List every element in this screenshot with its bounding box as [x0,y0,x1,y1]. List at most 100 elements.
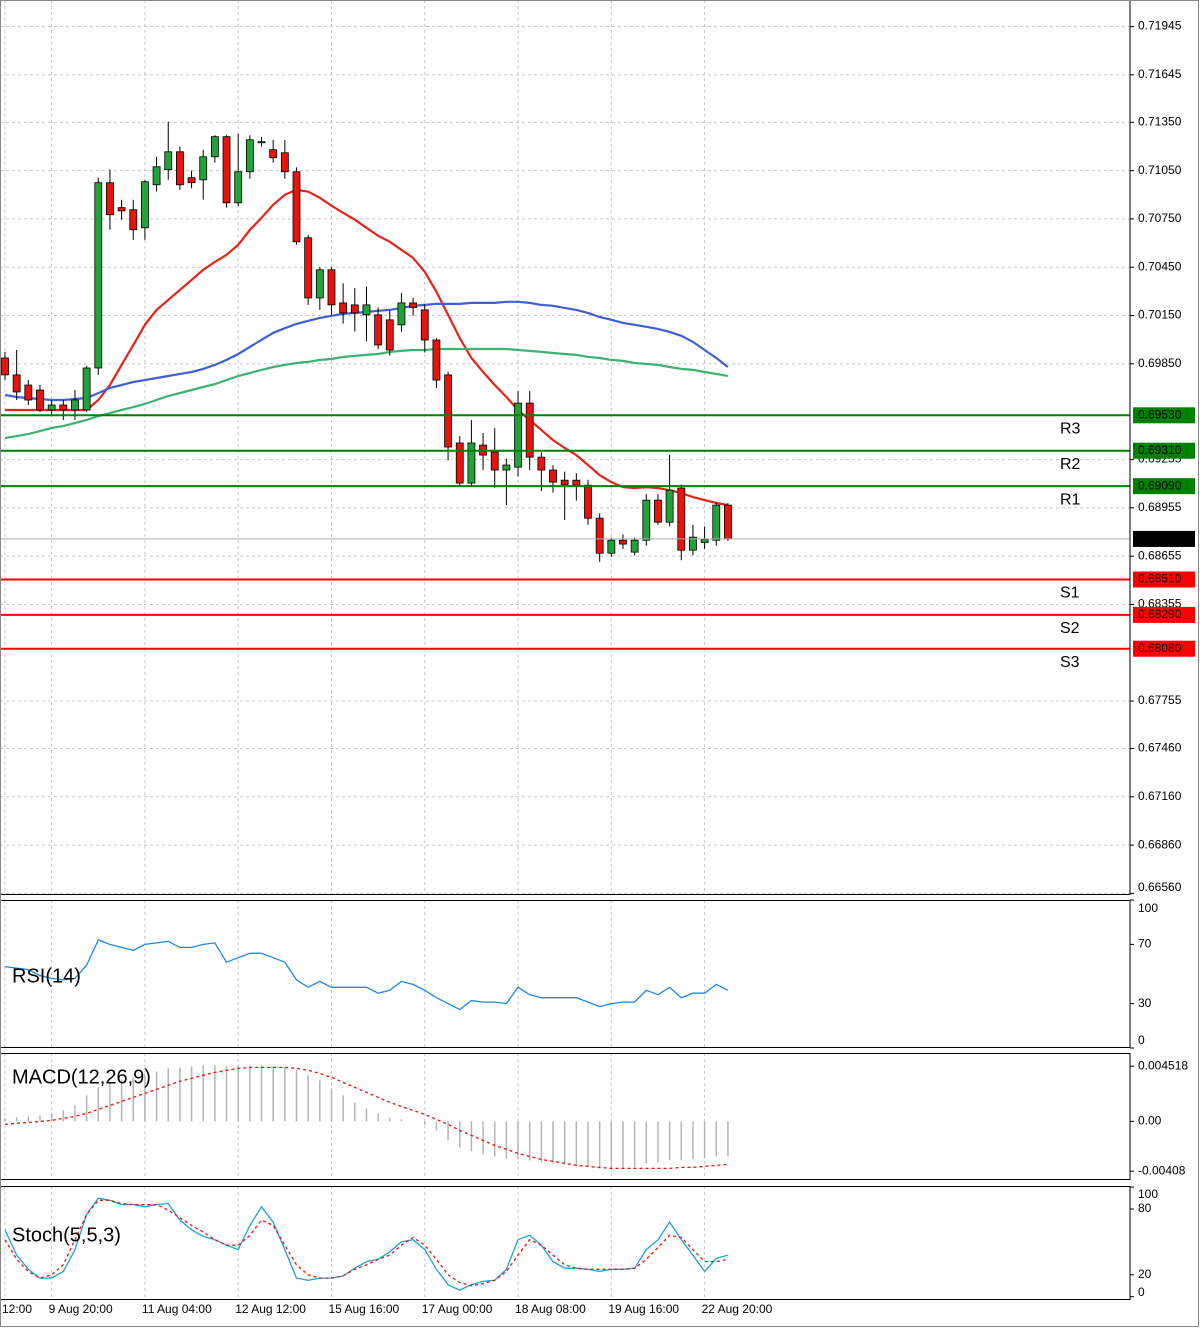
candle-body [409,302,418,308]
level-box [1133,606,1195,623]
x-tick-label: 12:00 [2,1302,32,1316]
x-tick-label: 12 Aug 12:00 [235,1302,306,1316]
level-value-label: 0.68510 [1138,572,1182,586]
candle-body [47,404,56,411]
candle-body [350,304,359,314]
candle-body [549,469,557,483]
candle-body [537,456,546,471]
indicator-line [4,1197,729,1291]
candle-body [420,309,429,341]
candle-body [397,302,406,326]
candle-body [630,539,639,553]
candle-body [269,149,278,159]
level-box [1133,640,1195,657]
candle-body [712,504,721,541]
y-tick-label: 0 [1138,1285,1145,1299]
candle-body [187,177,196,184]
x-tick-label: 22 Aug 20:00 [702,1302,773,1316]
x-tick-label: 15 Aug 16:00 [328,1302,399,1316]
candle-body [619,539,627,545]
candle-body [502,464,511,471]
y-tick-label: 0.70150 [1138,308,1182,322]
y-tick-label: 0.68655 [1138,548,1182,562]
candle-body [117,207,126,212]
level-name: R1 [1060,491,1081,508]
last-price-box [1133,530,1195,547]
x-tick-label: 19 Aug 16:00 [608,1302,679,1316]
candle-body [385,319,394,351]
level-name: R3 [1060,421,1081,438]
x-tick-label: 18 Aug 08:00 [515,1302,586,1316]
candle-body [71,399,79,411]
candle-body [677,487,686,551]
y-tick-label: 0.67160 [1138,789,1182,803]
y-tick-label: -0.00408 [1138,1163,1186,1177]
candle-body [164,151,173,171]
y-tick-label: 80 [1138,1201,1152,1215]
level-box [1133,571,1195,588]
candle-body [12,374,21,393]
candle-body [689,536,697,551]
candle-body [455,442,464,484]
candle-body [572,479,581,486]
candle-body [665,489,674,523]
level-box [1133,478,1195,495]
level-box [1133,407,1195,424]
level-value-label: 0.68080 [1138,641,1182,655]
candle-body [490,451,499,471]
candle-body [129,209,138,231]
candle-body [1,357,9,376]
x-tick-label: 17 Aug 00:00 [422,1302,493,1316]
y-tick-label: 100 [1138,1187,1158,1201]
candle-body [106,182,114,216]
level-name: S1 [1060,585,1080,602]
candle-body [315,269,324,299]
indicator-line [4,939,729,1011]
candle-body [444,374,452,448]
y-tick-label: 0 [1138,1033,1145,1047]
candle-body [36,389,44,411]
y-tick-label: 20 [1138,1267,1152,1281]
candle-body [199,156,208,181]
macd-title: MACD(12,26,9) [12,1066,151,1088]
last-price-label: 0.68762 [1138,531,1182,545]
candle-body [245,139,254,173]
candle-body [82,367,91,411]
level-name: S3 [1060,654,1080,671]
candle-body [222,136,231,204]
y-tick-label: 0.004518 [1138,1058,1188,1072]
y-tick-label: 0.66860 [1138,837,1182,851]
candle-body [210,136,219,158]
level-value-label: 0.69310 [1138,443,1182,457]
candle-body [362,304,371,316]
candle-body [607,539,616,554]
candle-body [432,339,441,381]
y-tick-label: 0.71350 [1138,115,1182,129]
y-tick-label: 0.70450 [1138,259,1182,273]
candle-body [339,302,348,314]
y-tick-label: 0.69850 [1138,356,1182,370]
candle-body [700,538,709,543]
candle-body [514,402,522,468]
candle-body [724,504,732,540]
y-tick-label: 0.00 [1138,1114,1162,1128]
candle-body [257,141,266,144]
y-tick-label: 100 [1138,901,1158,915]
candle-body [141,181,149,229]
candle-body [560,479,569,485]
candle-body [595,517,604,554]
level-value-label: 0.69530 [1138,407,1182,421]
indicator-line [4,1066,728,1170]
y-tick-label: 0.70750 [1138,211,1182,225]
level-box [1133,442,1195,459]
candle-body [234,171,243,204]
level-name: S2 [1060,620,1080,637]
level-value-label: 0.68290 [1138,607,1182,621]
y-tick-label: 0.67755 [1138,693,1182,707]
candle-body [584,484,592,519]
candle-body [175,151,184,186]
candle-body [374,314,383,346]
y-tick-label: 0.68955 [1138,500,1182,514]
